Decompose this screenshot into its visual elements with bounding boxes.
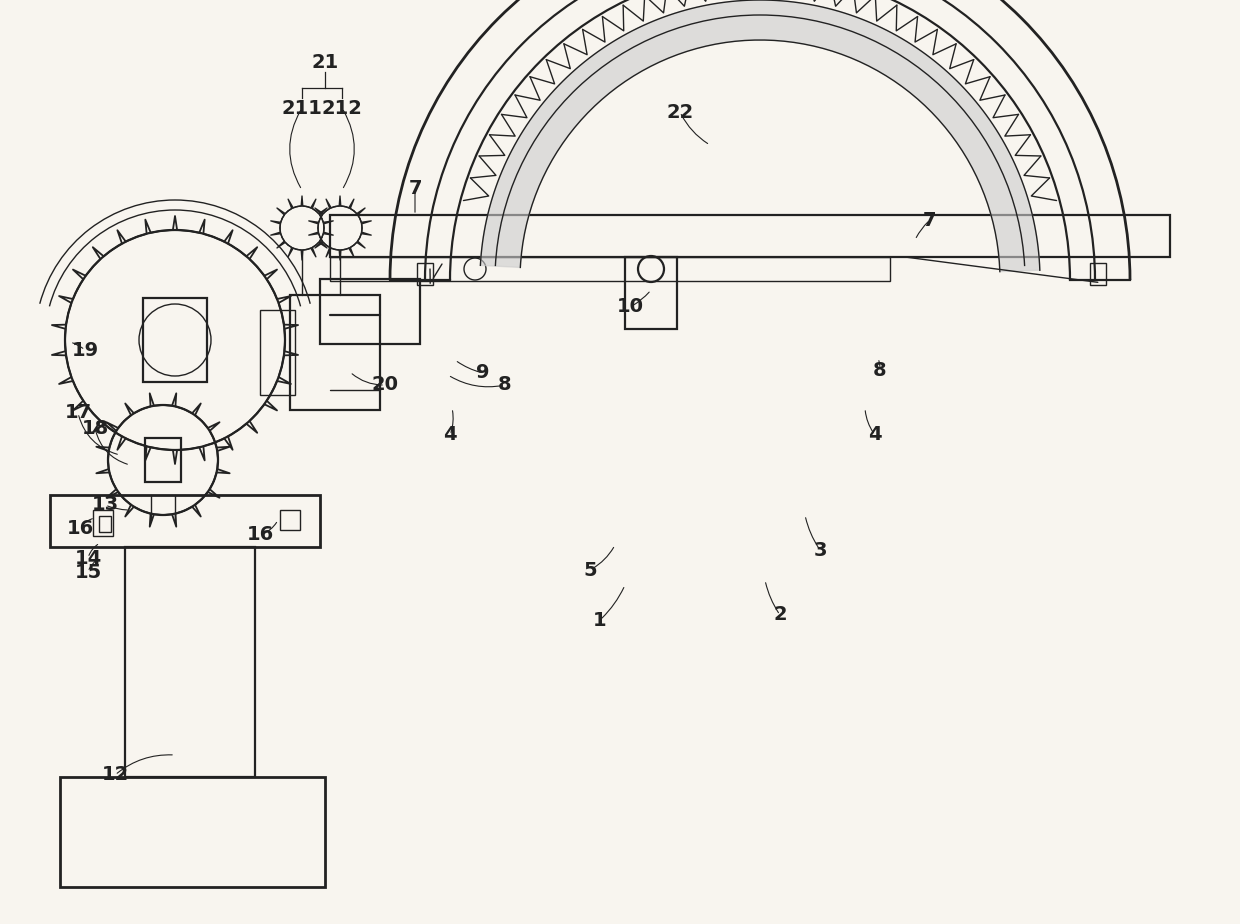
Text: 13: 13 bbox=[92, 495, 119, 515]
Bar bbox=[280, 510, 300, 530]
Bar bbox=[1090, 263, 1106, 286]
Bar bbox=[125, 547, 255, 777]
Bar bbox=[290, 295, 379, 410]
Text: 10: 10 bbox=[616, 298, 644, 317]
Text: 4: 4 bbox=[443, 425, 456, 444]
Text: 1: 1 bbox=[593, 611, 606, 629]
Text: 16: 16 bbox=[247, 526, 274, 544]
Bar bbox=[330, 215, 1171, 257]
Bar bbox=[99, 516, 112, 532]
Text: 9: 9 bbox=[476, 363, 490, 383]
Text: 7: 7 bbox=[924, 211, 936, 229]
Polygon shape bbox=[480, 0, 1040, 272]
Text: 21: 21 bbox=[311, 53, 339, 71]
Bar bbox=[625, 257, 677, 329]
Text: 8: 8 bbox=[873, 360, 887, 380]
Text: 20: 20 bbox=[372, 375, 398, 395]
Text: 211: 211 bbox=[281, 99, 322, 117]
Text: 8: 8 bbox=[498, 375, 512, 395]
Text: 18: 18 bbox=[82, 419, 109, 437]
Text: 5: 5 bbox=[583, 561, 596, 579]
Bar bbox=[145, 438, 181, 482]
Text: 4: 4 bbox=[868, 425, 882, 444]
Bar bbox=[60, 777, 325, 887]
Bar bbox=[417, 263, 433, 286]
Bar bbox=[93, 510, 113, 536]
Bar bbox=[330, 257, 890, 281]
Text: 12: 12 bbox=[102, 765, 129, 784]
Text: 14: 14 bbox=[74, 549, 102, 567]
Text: 16: 16 bbox=[67, 518, 94, 538]
Text: 22: 22 bbox=[666, 103, 693, 121]
Text: 15: 15 bbox=[74, 563, 102, 581]
Bar bbox=[260, 310, 295, 395]
Text: 7: 7 bbox=[408, 178, 422, 198]
Text: 2: 2 bbox=[774, 605, 787, 625]
Bar bbox=[320, 279, 420, 344]
Text: 17: 17 bbox=[64, 404, 92, 422]
Text: 19: 19 bbox=[72, 341, 98, 359]
Text: 3: 3 bbox=[813, 541, 827, 560]
Bar bbox=[50, 495, 320, 547]
Text: 212: 212 bbox=[321, 99, 362, 117]
Bar bbox=[143, 298, 207, 382]
